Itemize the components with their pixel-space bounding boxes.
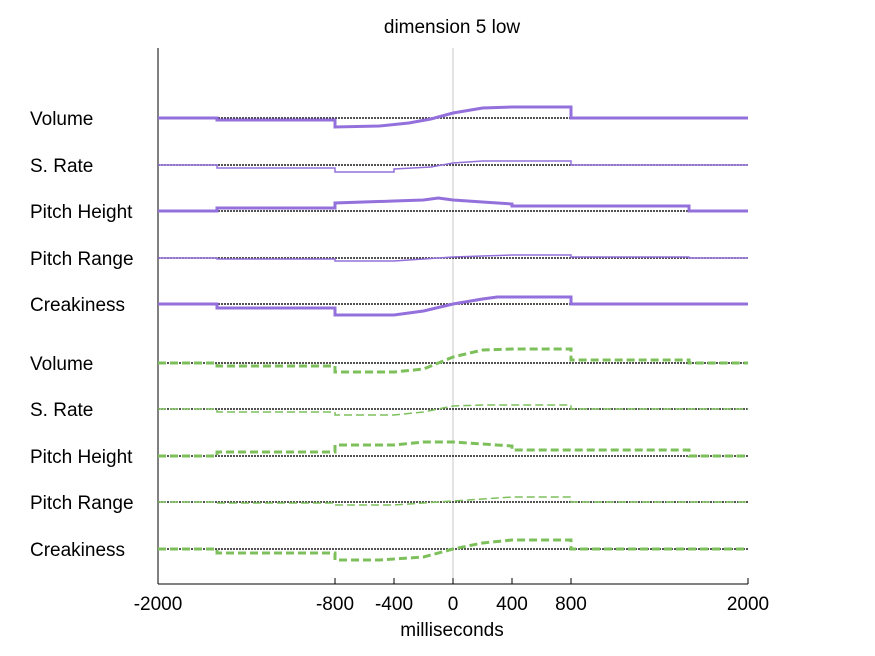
x-axis-label: milliseconds: [400, 620, 503, 641]
series-line-green-volume: [158, 347, 748, 374]
series-line-purple-s-rate: [158, 160, 748, 173]
series-line-green-s-rate: [158, 404, 748, 416]
series-line-green-pitch-height: [158, 440, 748, 458]
x-tick-label: 0: [448, 594, 459, 615]
row-label-purple-volume: Volume: [30, 109, 93, 130]
chart-title: dimension 5 low: [384, 17, 521, 38]
series-line-green-pitch-range: [158, 496, 748, 506]
x-tick-label: -400: [375, 594, 413, 615]
x-tick-label: 400: [496, 594, 528, 615]
row-labels: Volume S. Rate Pitch Height Pitch Range Crea…: [30, 109, 134, 561]
series-line-purple-pitch-height: [158, 196, 748, 213]
series-line-purple-creakiness: [158, 295, 748, 317]
series-line-green-creakiness: [158, 538, 748, 562]
series-layer: [158, 105, 748, 562]
x-tick-label: -800: [316, 594, 354, 615]
row-label-purple-pitch-height: Pitch Height: [30, 202, 133, 223]
row-label-green-pitch-range: Pitch Range: [30, 493, 134, 514]
x-tick-label: -2000: [134, 594, 183, 615]
row-label-purple-pitch-range: Pitch Range: [30, 249, 134, 270]
x-tick-label: 800: [555, 594, 587, 615]
series-line-purple-pitch-range: [158, 254, 748, 262]
row-label-green-s-rate: S. Rate: [30, 400, 93, 421]
x-ticks: -2000 -800 -400 0 400 800 2000: [134, 578, 769, 615]
series-line-purple-volume: [158, 105, 748, 129]
x-tick-label: 2000: [727, 594, 769, 615]
row-label-green-creakiness: Creakiness: [30, 540, 125, 561]
row-label-green-pitch-height: Pitch Height: [30, 447, 133, 468]
row-label-purple-s-rate: S. Rate: [30, 156, 93, 177]
row-label-purple-creakiness: Creakiness: [30, 295, 125, 316]
row-label-green-volume: Volume: [30, 354, 93, 375]
